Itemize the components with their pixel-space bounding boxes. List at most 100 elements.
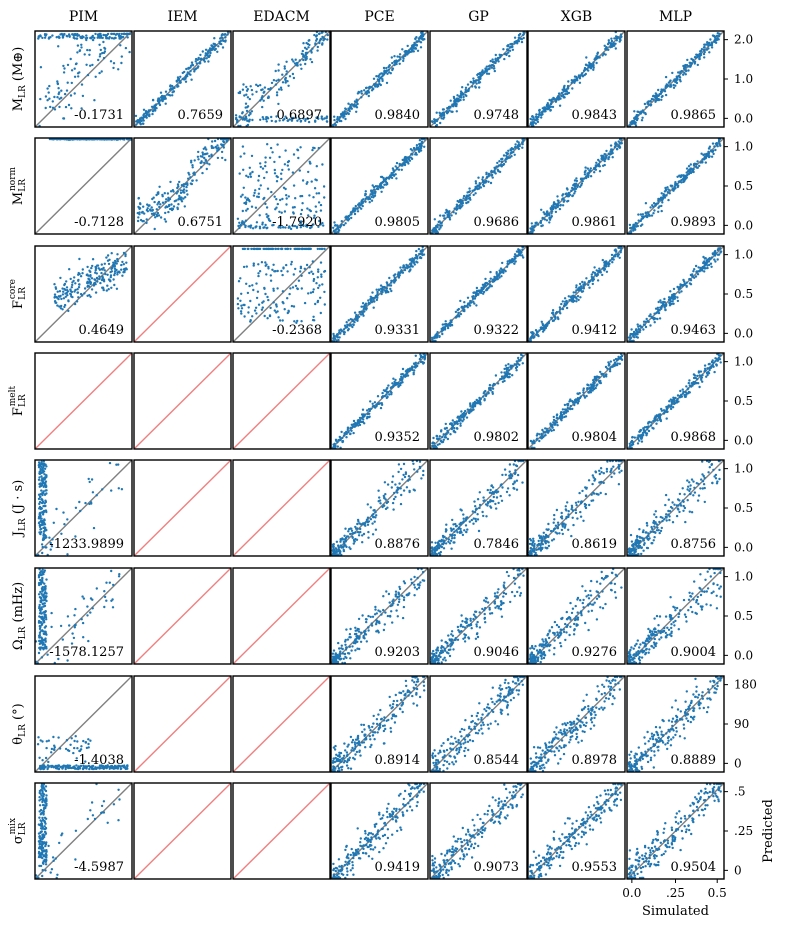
- data-point: [290, 263, 293, 266]
- data-point: [276, 143, 279, 146]
- data-point: [505, 265, 509, 268]
- data-point: [318, 39, 322, 42]
- data-point: [266, 226, 269, 229]
- data-point: [418, 252, 421, 256]
- data-point: [669, 302, 672, 305]
- data-point: [414, 153, 417, 156]
- data-point: [561, 88, 564, 91]
- data-point: [313, 187, 317, 190]
- data-point: [355, 98, 358, 101]
- data-point: [154, 109, 157, 112]
- data-point: [91, 258, 95, 261]
- data-point: [663, 190, 667, 193]
- data-point: [143, 115, 146, 119]
- data-point: [566, 406, 569, 410]
- data-point: [291, 72, 295, 76]
- data-point: [271, 247, 275, 251]
- data-point: [61, 293, 65, 296]
- data-point: [444, 422, 447, 426]
- data-point: [703, 153, 706, 156]
- data-point: [138, 118, 142, 122]
- data-point: [122, 251, 126, 255]
- data-point: [315, 192, 318, 195]
- data-point: [179, 191, 183, 195]
- data-point: [710, 46, 714, 49]
- data-point: [474, 187, 477, 190]
- data-point: [611, 151, 614, 155]
- data-point: [481, 178, 484, 181]
- data-point: [652, 202, 656, 205]
- data-point: [701, 266, 705, 269]
- data-point: [503, 52, 506, 56]
- data-point: [505, 154, 508, 157]
- data-point: [55, 36, 58, 39]
- data-point: [255, 282, 258, 285]
- data-point: [340, 223, 343, 226]
- data-point: [517, 356, 520, 360]
- data-point: [474, 86, 477, 89]
- data-point: [375, 298, 379, 302]
- data-point: [305, 47, 308, 51]
- data-point: [80, 83, 84, 86]
- data-point: [501, 380, 505, 383]
- data-point: [500, 375, 504, 378]
- data-point: [93, 281, 97, 285]
- data-point: [353, 311, 357, 314]
- data-point: [281, 197, 284, 201]
- data-point: [264, 261, 267, 264]
- data-point: [83, 287, 87, 290]
- data-point: [316, 49, 319, 52]
- data-point: [676, 78, 679, 81]
- data-point: [405, 374, 408, 378]
- data-point: [646, 320, 649, 323]
- data-point: [367, 416, 371, 419]
- data-point: [79, 36, 83, 40]
- data-point: [65, 280, 68, 283]
- data-point: [531, 118, 534, 121]
- data-point: [103, 47, 107, 50]
- data-point: [698, 270, 701, 273]
- data-point: [196, 155, 200, 158]
- data-point: [490, 170, 493, 174]
- panel-grid: -0.1731 0.7659 0.6897 0.9840 0.9748 0.9843 0.9…: [34, 30, 725, 880]
- data-point: [422, 253, 426, 256]
- data-point: [402, 59, 405, 63]
- data-point: [554, 207, 557, 210]
- data-point: [410, 50, 414, 53]
- data-point: [245, 282, 248, 285]
- data-point: [155, 193, 158, 197]
- data-point: [589, 175, 593, 178]
- data-point: [521, 362, 524, 365]
- data-point: [631, 333, 634, 336]
- data-point: [193, 159, 196, 162]
- data-point: [219, 40, 222, 43]
- data-point: [274, 120, 277, 123]
- data-point: [467, 87, 471, 91]
- data-point: [602, 52, 605, 55]
- data-point: [163, 192, 166, 195]
- data-point: [656, 94, 659, 97]
- data-point: [421, 248, 424, 251]
- data-point: [586, 173, 589, 177]
- data-point: [336, 118, 339, 121]
- data-points: [236, 143, 326, 231]
- data-point: [448, 322, 452, 325]
- data-point: [601, 273, 604, 277]
- data-point: [145, 111, 149, 114]
- data-point: [565, 306, 569, 310]
- data-point: [682, 73, 685, 76]
- data-point: [575, 286, 578, 289]
- data-point: [47, 91, 50, 94]
- data-point: [699, 52, 703, 55]
- data-point: [302, 42, 305, 45]
- data-point: [286, 270, 289, 273]
- data-point: [500, 157, 503, 161]
- data-point: [470, 81, 473, 84]
- data-point: [63, 282, 67, 286]
- data-point: [444, 211, 447, 214]
- data-point: [465, 90, 468, 93]
- data-point: [558, 207, 562, 211]
- data-point: [408, 270, 411, 273]
- data-point: [124, 46, 128, 50]
- data-point: [318, 247, 322, 251]
